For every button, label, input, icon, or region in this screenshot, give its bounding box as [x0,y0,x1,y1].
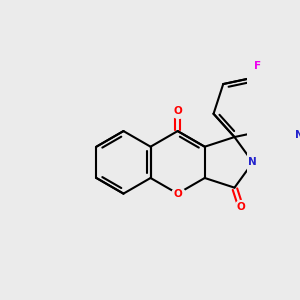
Text: O: O [173,106,182,116]
Text: O: O [236,202,245,212]
Text: O: O [173,189,182,199]
Text: N: N [248,157,257,167]
Text: N: N [296,130,300,140]
Text: F: F [254,61,261,70]
